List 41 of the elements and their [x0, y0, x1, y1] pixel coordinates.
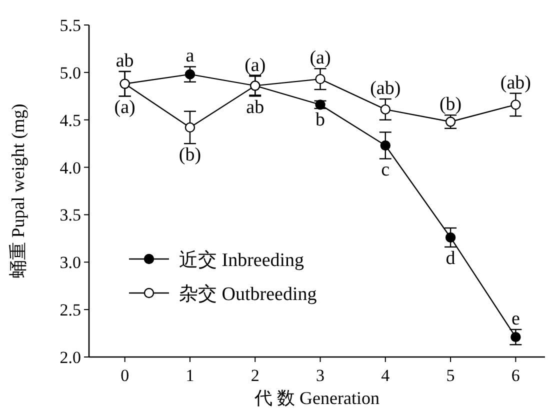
- x-tick-label: 1: [186, 366, 194, 385]
- y-tick-label: 4.0: [60, 158, 81, 178]
- point: [445, 232, 456, 243]
- y-tick-label: 4.5: [60, 110, 81, 130]
- point: [315, 74, 326, 84]
- point: [184, 69, 196, 80]
- y-tick-label: 5.5: [60, 16, 81, 35]
- annotation: a: [186, 46, 195, 67]
- x-tick-label: 2: [250, 366, 260, 385]
- annotation: (a): [244, 55, 266, 76]
- annotation: (b): [439, 94, 462, 116]
- x-tick-label: 0: [120, 366, 130, 385]
- legend-label: 近交 Inbreeding: [179, 249, 305, 271]
- annotation: (a): [310, 48, 331, 69]
- annotation: c: [381, 160, 390, 181]
- point: [510, 100, 521, 110]
- annotation: b: [316, 109, 326, 130]
- x-tick-label: 3: [316, 366, 325, 385]
- x-tick-label: 5: [446, 366, 455, 385]
- annotation: ab: [246, 97, 264, 118]
- annotation: e: [511, 308, 520, 330]
- point: [510, 332, 521, 342]
- y-tick-label: 3.0: [60, 253, 81, 272]
- annotation: d: [446, 248, 456, 269]
- legend-label: 杂交 Outbreeding: [179, 283, 318, 305]
- y-tick-label: 2.0: [60, 348, 81, 367]
- annotation: (b): [178, 144, 202, 166]
- point: [184, 122, 196, 133]
- y-tick-label: 3.5: [60, 206, 81, 225]
- x-axis-title: 代 数 Generation: [254, 388, 380, 408]
- annotation: (ab): [370, 78, 401, 99]
- annotation: ab: [116, 50, 134, 72]
- annotation: (ab): [500, 72, 531, 94]
- annotation: (a): [114, 97, 136, 118]
- y-axis-title: 蛹重 Pupal weight (mg): [8, 104, 28, 278]
- y-tick-label: 5.0: [60, 63, 81, 82]
- point: [380, 140, 390, 151]
- point: [380, 104, 390, 115]
- x-tick-label: 6: [511, 366, 520, 385]
- y-tick-label: 2.5: [60, 300, 81, 320]
- x-tick-label: 4: [381, 366, 390, 385]
